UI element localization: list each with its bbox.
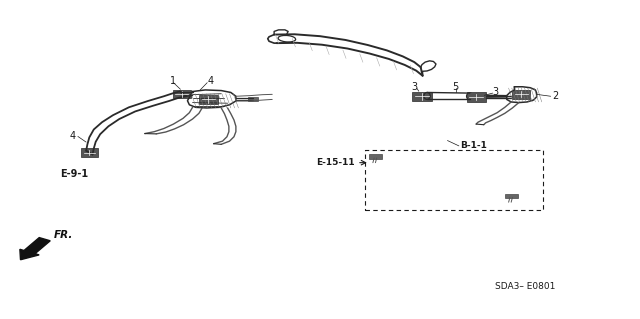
FancyArrow shape (20, 238, 50, 260)
Polygon shape (369, 154, 382, 159)
Polygon shape (467, 92, 486, 102)
Text: 2: 2 (553, 91, 559, 101)
Bar (365, 150, 543, 210)
Text: 5: 5 (452, 82, 459, 92)
Polygon shape (199, 95, 218, 104)
Polygon shape (513, 90, 531, 99)
Text: 4: 4 (207, 76, 214, 86)
Text: 4: 4 (70, 131, 76, 141)
Polygon shape (412, 92, 431, 101)
Polygon shape (81, 148, 98, 157)
Polygon shape (173, 90, 191, 99)
Polygon shape (505, 194, 518, 198)
Text: B-1-1: B-1-1 (460, 141, 487, 150)
Text: E-9-1: E-9-1 (61, 169, 89, 179)
Text: 3: 3 (492, 86, 499, 97)
Text: SDA3– E0801: SDA3– E0801 (495, 282, 556, 291)
Polygon shape (248, 97, 258, 100)
Text: 1: 1 (170, 76, 177, 86)
Text: 3: 3 (412, 82, 417, 92)
Text: E-15-11: E-15-11 (316, 158, 355, 167)
Text: FR.: FR. (54, 230, 73, 241)
